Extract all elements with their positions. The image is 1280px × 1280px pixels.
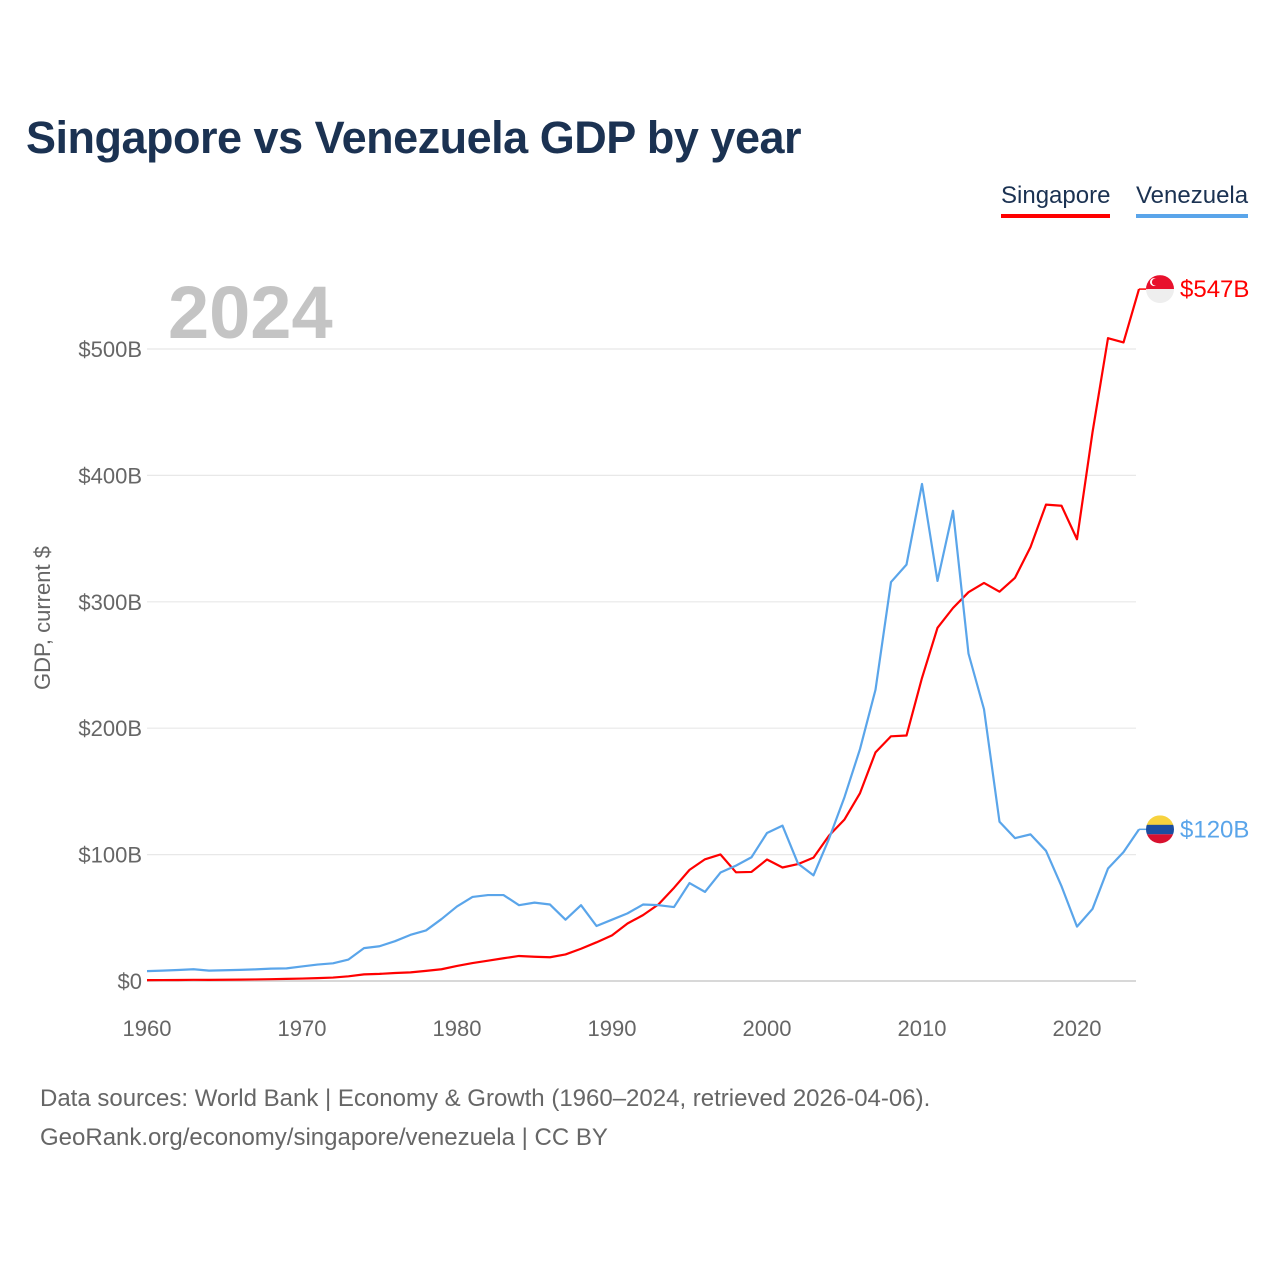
end-value-label: $120B — [1180, 816, 1249, 843]
x-tick-label: 1980 — [433, 1016, 482, 1041]
footer-link[interactable]: GeoRank.org/economy/singapore/venezuela … — [40, 1124, 608, 1151]
footer-sources: Data sources: World Bank | Economy & Gro… — [40, 1085, 931, 1112]
x-tick-label: 2000 — [743, 1016, 792, 1041]
end-value-label: $547B — [1180, 276, 1249, 303]
x-tick-label: 2020 — [1053, 1016, 1102, 1041]
y-tick-label: $0 — [118, 969, 142, 994]
x-tick-label: 1960 — [123, 1016, 172, 1041]
y-tick-label: $200B — [78, 716, 142, 741]
y-tick-label: $400B — [78, 463, 142, 488]
y-tick-label: $500B — [78, 337, 142, 362]
x-tick-label: 1970 — [278, 1016, 327, 1041]
legend-singapore[interactable]: Singapore — [1001, 182, 1111, 218]
singapore-flag-icon — [1146, 275, 1174, 304]
y-tick-label: $300B — [78, 590, 142, 615]
year-label: 2024 — [168, 271, 333, 354]
x-tick-label: 2010 — [898, 1016, 947, 1041]
x-tick-label: 1990 — [588, 1016, 637, 1041]
y-tick-label: $100B — [78, 843, 142, 868]
legend-venezuela[interactable]: Venezuela — [1136, 182, 1249, 218]
venezuela-flag-icon — [1146, 815, 1174, 844]
series-line-venezuela — [146, 482, 1140, 973]
chart-title: Singapore vs Venezuela GDP by year — [26, 112, 802, 163]
y-axis-title: GDP, current $ — [30, 546, 55, 690]
series-line-singapore — [146, 288, 1141, 982]
